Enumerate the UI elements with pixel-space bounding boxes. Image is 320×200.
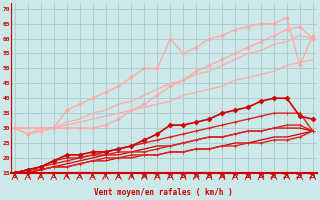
X-axis label: Vent moyen/en rafales ( km/h ): Vent moyen/en rafales ( km/h ) <box>94 188 233 197</box>
